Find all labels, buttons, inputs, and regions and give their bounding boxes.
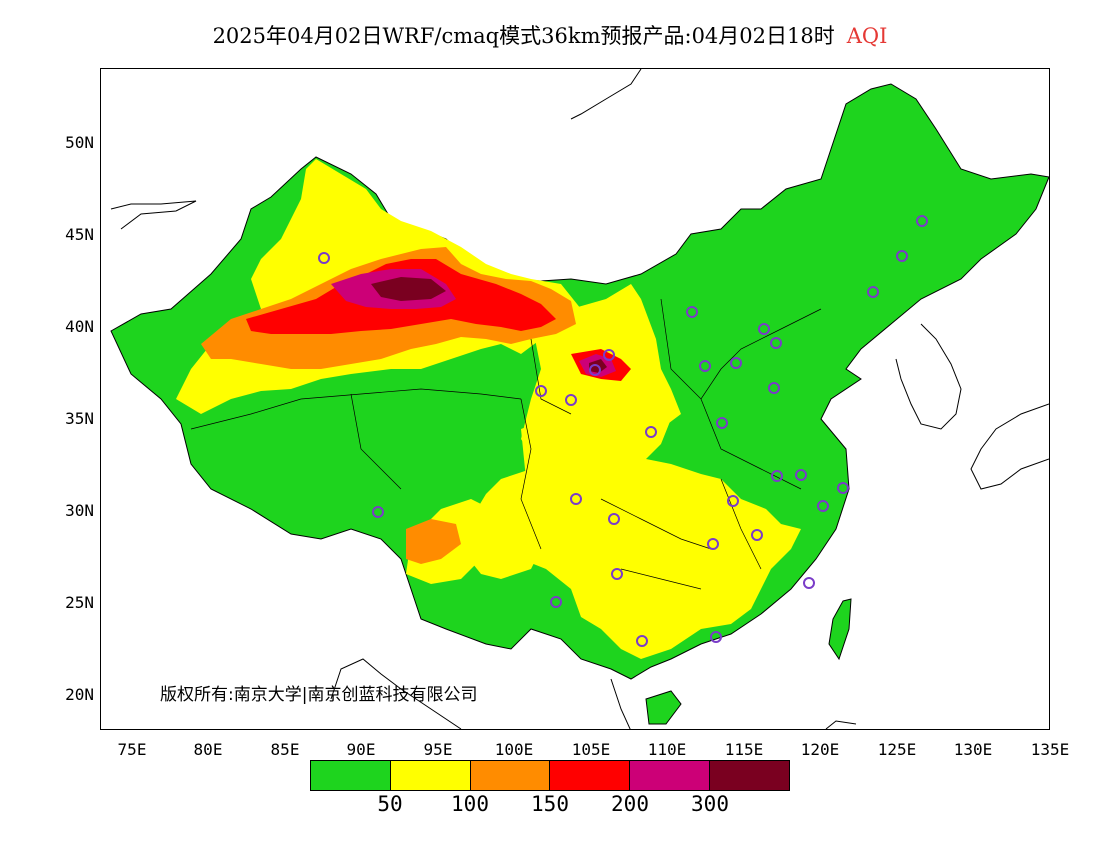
station-marker xyxy=(550,596,562,608)
legend-tick-50: 50 xyxy=(377,792,403,816)
title-variable: AQI xyxy=(846,24,888,48)
lon-label-95e: 95E xyxy=(423,740,453,759)
province-boundaries xyxy=(190,298,822,590)
map-title: 2025年04月02日WRF/cmaq模式36km预报产品:04月02日18时 A… xyxy=(0,20,1100,50)
station-marker xyxy=(768,382,780,394)
lake-outline xyxy=(110,200,197,230)
station-marker xyxy=(565,394,577,406)
lat-label-35n: 35N xyxy=(65,409,94,428)
legend-swatch-300-plus xyxy=(710,761,789,790)
station-marker xyxy=(758,323,770,335)
station-marker xyxy=(372,506,384,518)
station-marker xyxy=(645,426,657,438)
legend-tick-300: 300 xyxy=(691,792,729,816)
lon-label-125e: 125E xyxy=(877,740,917,759)
station-marker xyxy=(916,215,928,227)
station-marker xyxy=(608,513,620,525)
station-marker xyxy=(896,250,908,262)
legend-tick-100: 100 xyxy=(451,792,489,816)
station-marker xyxy=(589,364,601,376)
station-marker xyxy=(751,529,763,541)
lon-label-90e: 90E xyxy=(346,740,376,759)
station-marker xyxy=(817,500,829,512)
region-yellow-central xyxy=(511,399,801,659)
taiwan-island xyxy=(828,598,852,661)
lat-label-50n: 50N xyxy=(65,133,94,152)
map-area xyxy=(100,68,1050,730)
station-marker xyxy=(710,631,722,643)
copyright-text: 版权所有:南京大学|南京创蓝科技有限公司 xyxy=(160,685,478,705)
station-marker xyxy=(770,337,782,349)
legend-swatch-150-200 xyxy=(550,761,631,790)
region-darkred-northwest xyxy=(371,277,446,301)
station-marker xyxy=(570,493,582,505)
station-marker xyxy=(730,357,742,369)
southeast-asia-coastline xyxy=(330,658,857,729)
hainan-island xyxy=(645,690,682,725)
lat-label-25n: 25N xyxy=(65,593,94,612)
lon-label-135e: 135E xyxy=(1030,740,1070,759)
lon-label-115e: 115E xyxy=(724,740,764,759)
station-marker xyxy=(727,495,739,507)
aqi-legend xyxy=(310,760,790,791)
legend-swatch-200-300 xyxy=(630,761,711,790)
lon-label-105e: 105E xyxy=(571,740,611,759)
station-marker xyxy=(707,538,719,550)
japan-coastline xyxy=(970,403,1049,490)
lon-label-80e: 80E xyxy=(193,740,223,759)
lon-label-130e: 130E xyxy=(953,740,993,759)
lon-label-85e: 85E xyxy=(270,740,300,759)
station-marker xyxy=(867,286,879,298)
station-marker xyxy=(716,417,728,429)
legend-swatch-100-150 xyxy=(470,761,551,790)
title-text: 2025年04月02日WRF/cmaq模式36km预报产品:04月02日18时 xyxy=(212,24,835,48)
lat-label-30n: 30N xyxy=(65,501,94,520)
station-marker xyxy=(636,635,648,647)
korea-coastline xyxy=(895,323,962,430)
station-markers xyxy=(318,215,928,647)
station-marker xyxy=(318,252,330,264)
station-marker xyxy=(699,360,711,372)
legend-swatch-0-50 xyxy=(311,761,391,790)
lon-label-100e: 100E xyxy=(494,740,534,759)
station-marker xyxy=(611,568,623,580)
station-marker xyxy=(603,349,615,361)
lat-label-45n: 45N xyxy=(65,225,94,244)
lon-label-75e: 75E xyxy=(117,740,147,759)
legend-swatch-50-100 xyxy=(390,761,471,790)
sakhalin-coastline xyxy=(570,69,642,120)
lon-label-110e: 110E xyxy=(647,740,687,759)
aqi-map xyxy=(110,69,1049,729)
station-marker xyxy=(837,482,849,494)
legend-tick-150: 150 xyxy=(531,792,569,816)
station-marker xyxy=(771,470,783,482)
station-marker xyxy=(795,469,807,481)
legend-tick-200: 200 xyxy=(611,792,649,816)
station-marker xyxy=(535,385,547,397)
region-orange-southwest xyxy=(406,519,461,564)
lat-label-20n: 20N xyxy=(65,685,94,704)
station-marker xyxy=(803,577,815,589)
station-marker xyxy=(686,306,698,318)
lon-label-120e: 120E xyxy=(800,740,840,759)
lat-label-40n: 40N xyxy=(65,317,94,336)
